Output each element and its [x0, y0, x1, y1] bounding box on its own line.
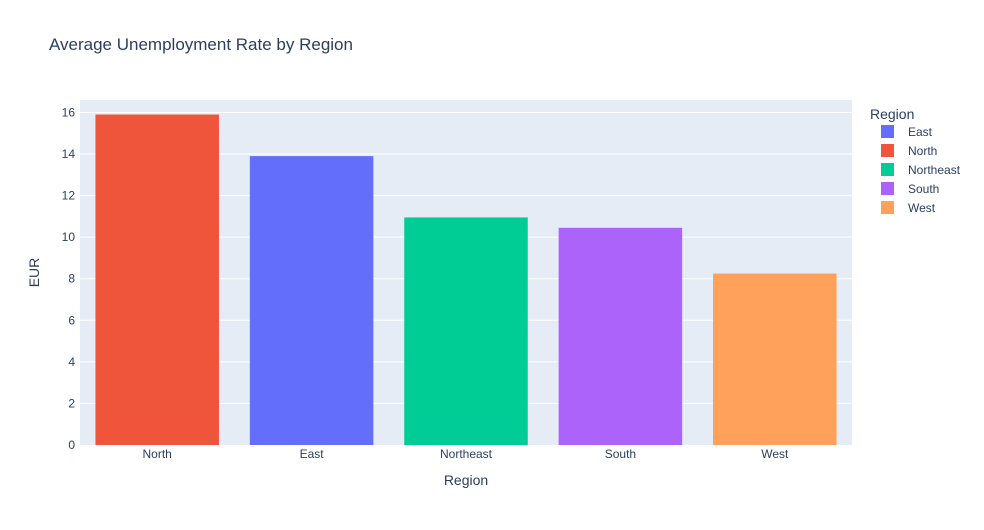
x-axis-ticks: North East Northeast South West — [143, 447, 789, 461]
legend-swatch-east[interactable] — [881, 125, 894, 138]
legend-label-east[interactable]: East — [908, 125, 933, 139]
x-tick-label: East — [300, 447, 325, 461]
bar-east[interactable] — [249, 156, 374, 446]
y-tick-label: 12 — [62, 189, 76, 203]
bar-south[interactable] — [558, 227, 683, 445]
bars — [95, 114, 837, 446]
legend-swatch-northeast[interactable] — [881, 163, 894, 176]
legend-label-south[interactable]: South — [908, 182, 939, 196]
y-tick-label: 14 — [62, 147, 76, 161]
legend-label-north[interactable]: North — [908, 144, 937, 158]
x-tick-label: South — [605, 447, 636, 461]
y-tick-label: 6 — [68, 313, 75, 327]
y-tick-label: 0 — [68, 438, 75, 452]
legend-label-west[interactable]: West — [908, 201, 936, 215]
y-axis-ticks: 0 2 4 6 8 10 12 14 16 — [62, 105, 76, 452]
bar-west[interactable] — [713, 273, 837, 445]
legend-label-northeast[interactable]: Northeast — [908, 163, 961, 177]
x-tick-label: Northeast — [440, 447, 493, 461]
y-tick-label: 10 — [62, 230, 76, 244]
y-axis-label: EUR — [26, 258, 42, 288]
bar-north[interactable] — [95, 114, 219, 446]
legend-swatch-south[interactable] — [881, 182, 894, 195]
y-tick-label: 2 — [68, 396, 75, 410]
chart-title: Average Unemployment Rate by Region — [49, 35, 353, 54]
x-tick-label: West — [761, 447, 789, 461]
legend-swatch-north[interactable] — [881, 144, 894, 157]
legend-swatch-west[interactable] — [881, 201, 894, 214]
y-tick-label: 4 — [68, 355, 75, 369]
legend-title: Region — [870, 106, 914, 122]
y-tick-label: 16 — [62, 105, 76, 119]
bar-northeast[interactable] — [404, 217, 528, 445]
x-tick-label: North — [143, 447, 172, 461]
x-axis-label: Region — [444, 472, 488, 488]
y-tick-label: 8 — [68, 272, 75, 286]
legend: Region East North Northeast South West — [870, 106, 961, 215]
